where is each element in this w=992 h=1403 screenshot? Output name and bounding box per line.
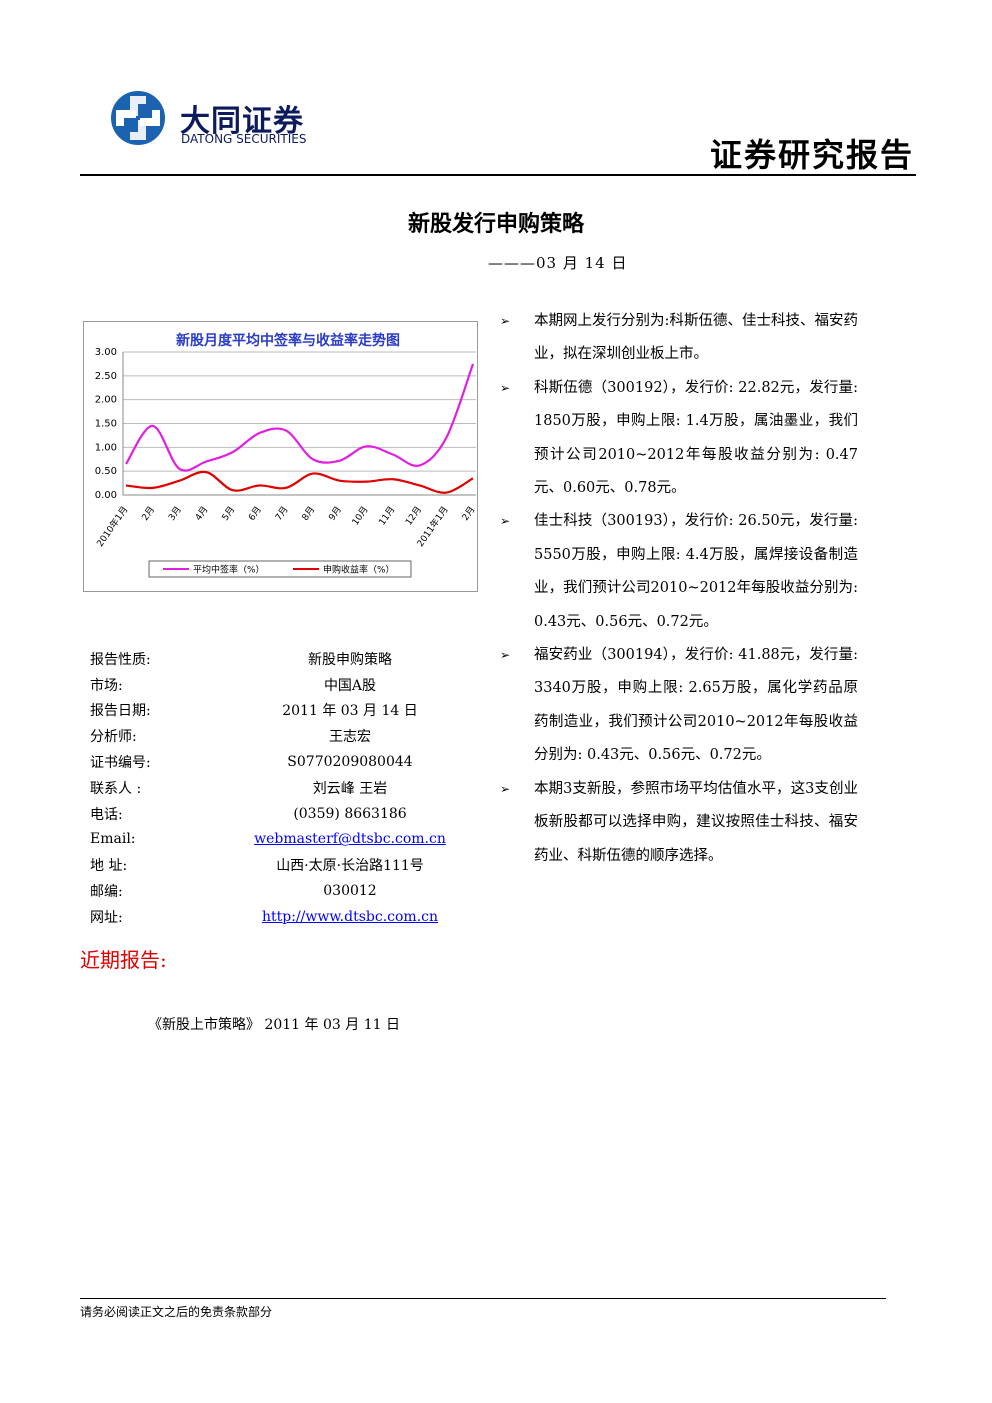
bullet-text: 科斯伍德（300192），发行价: 22.82元，发行量: 1850万股，申购上… — [534, 379, 858, 497]
info-value: 中国A股 — [323, 677, 377, 694]
bullet-item: ➢ 佳士科技（300193），发行价: 26.50元，发行量: 5550万股，申购… — [500, 505, 860, 639]
info-value-cell: (0359) 8663186 — [220, 806, 480, 822]
info-value-cell: 刘云峰 王岩 — [220, 778, 480, 798]
info-label: 联系人 : — [90, 780, 142, 797]
logo — [111, 91, 165, 145]
info-row: 电话: (0359) 8663186 — [90, 801, 480, 827]
y-tick-label: 2.50 — [95, 371, 117, 382]
y-tick-label: 0.00 — [95, 490, 117, 501]
bullet-text: 佳士科技（300193），发行价: 26.50元，发行量: 5550万股，申购上… — [534, 513, 858, 630]
report-type: 证券研究报告 — [709, 136, 914, 174]
chart: 新股月度平均中签率与收益率走势图 0.00 0.50 1.00 1.50 2.00 2.5… — [83, 321, 478, 592]
info-value: 新股申购策略 — [308, 651, 392, 668]
info-value: S0770209080044 — [287, 754, 413, 771]
bullet-item: ➢ 本期3支新股，参照市场平均估值水平，这3支创业板新股都可以选择申购，建议按照佳… — [500, 773, 860, 873]
info-value: 2011 年 03 月 14 日 — [282, 703, 418, 720]
info-value-cell: 王志宏 — [220, 726, 480, 746]
brand-name-en: DATONG SECURITIES — [181, 132, 307, 146]
info-value-cell: 2011 年 03 月 14 日 — [220, 700, 480, 720]
info-value-cell: webmasterf@dtsbc.com.cn — [220, 831, 480, 847]
bullet-marker: ➢ — [500, 514, 511, 529]
info-row: 报告性质: 新股申购策略 — [90, 646, 480, 672]
legend-box — [148, 560, 412, 578]
bullet-marker: ➢ — [500, 314, 511, 328]
y-tick-label: 3.00 — [95, 347, 117, 358]
info-row: 报告日期: 2011 年 03 月 14 日 — [90, 698, 480, 724]
info-label: 电话: — [90, 806, 123, 823]
info-value-cell: 新股申购策略 — [220, 649, 480, 669]
info-label: Email: — [90, 831, 136, 848]
bullet-item: ➢ 科斯伍德（300192），发行价: 22.82元，发行量: 1850万股，申购… — [500, 372, 860, 506]
chart-title: 新股月度平均中签率与收益率走势图 — [176, 332, 400, 349]
bullet-text: 本期网上发行分别为:科斯伍德、佳士科技、福安药业，拟在深圳创业板上市。 — [534, 313, 858, 363]
info-value: 山西·太原·长治路111号 — [276, 858, 424, 875]
bullet-list: ➢ 本期网上发行分别为:科斯伍德、佳士科技、福安药业，拟在深圳创业板上市。 ➢ 科斯伍… — [500, 305, 860, 873]
info-label: 分析师: — [90, 729, 137, 746]
info-label: 报告性质: — [90, 651, 151, 668]
footer-rule — [80, 1298, 886, 1299]
info-link[interactable]: webmasterf@dtsbc.com.cn — [254, 831, 446, 848]
info-value-cell: http://www.dtsbc.com.cn — [220, 909, 480, 925]
y-tick-label: 2.00 — [95, 395, 117, 406]
info-row: 网址: http://www.dtsbc.com.cn — [90, 904, 480, 930]
recent-item: 《新股上市策略》 2011 年 03 月 11 日 — [148, 1017, 400, 1033]
brand-name: 大同证券 — [180, 104, 304, 139]
info-label: 地 址: — [90, 858, 128, 875]
bullet-marker: ➢ — [500, 781, 511, 796]
info-value-cell: 030012 — [220, 883, 480, 899]
bullet-marker: ➢ — [500, 648, 511, 663]
recent-heading: 近期报告: — [80, 948, 167, 972]
footer: 请务必阅读正文之后的免责条款部分 — [80, 1305, 273, 1319]
series-line — [125, 470, 474, 494]
info-row: 证书编号: S0770209080044 — [90, 749, 480, 775]
info-row: 市场: 中国A股 — [90, 672, 480, 698]
legend-label: 申购收益率（%） — [323, 564, 395, 576]
info-value-cell: 中国A股 — [220, 675, 480, 695]
info-row: 联系人 : 刘云峰 王岩 — [90, 775, 480, 801]
y-tick-label: 1.00 — [95, 442, 117, 453]
bullet-text: 福安药业（300194），发行价: 41.88元，发行量: 3340万股，申购上… — [534, 647, 858, 764]
info-link[interactable]: http://www.dtsbc.com.cn — [262, 908, 438, 925]
legend-label: 平均中签率（%） — [193, 564, 265, 576]
bullet-item: ➢ 福安药业（300194），发行价: 41.88元，发行量: 3340万股，申购… — [500, 639, 860, 773]
info-label: 网址: — [90, 909, 123, 926]
report-title: 新股发行申购策略 — [407, 211, 584, 237]
info-value-cell: 山西·太原·长治路111号 — [220, 855, 480, 875]
bullet-item: ➢ 本期网上发行分别为:科斯伍德、佳士科技、福安药业，拟在深圳创业板上市。 — [500, 305, 860, 372]
header-rule — [80, 174, 916, 176]
info-label: 邮编: — [90, 884, 123, 901]
info-row: 分析师: 王志宏 — [90, 723, 480, 749]
info-value: (0359) 8663186 — [293, 805, 407, 822]
series-line — [125, 363, 475, 472]
bullet-marker: ➢ — [500, 380, 511, 395]
bullet-text: 本期3支新股，参照市场平均估值水平，这3支创业板新股都可以选择申购，建议按照佳士… — [534, 780, 858, 864]
info-label: 证书编号: — [90, 755, 151, 772]
info-row: 地 址: 山西·太原·长治路111号 — [90, 852, 480, 878]
y-tick-label: 0.50 — [95, 466, 117, 477]
info-row: Email: webmasterf@dtsbc.com.cn — [90, 827, 480, 853]
info-value-cell: S0770209080044 — [220, 754, 480, 770]
info-label: 报告日期: — [90, 703, 151, 720]
chart-frame — [83, 321, 478, 592]
info-value: 王志宏 — [329, 729, 371, 746]
info-table: 报告性质: 新股申购策略市场: 中国A股报告日期: 2011 年 03 月 14 日分… — [90, 646, 480, 930]
recent-list: 《新股上市策略》 2011 年 03 月 11 日 — [148, 1014, 400, 1034]
info-row: 邮编: 030012 — [90, 878, 480, 904]
date-line: ———03 月 14 日 — [488, 254, 628, 272]
info-label: 市场: — [90, 677, 123, 694]
y-tick-label: 1.50 — [95, 419, 117, 430]
info-value: 030012 — [323, 883, 377, 900]
info-value: 刘云峰 王岩 — [312, 780, 388, 797]
